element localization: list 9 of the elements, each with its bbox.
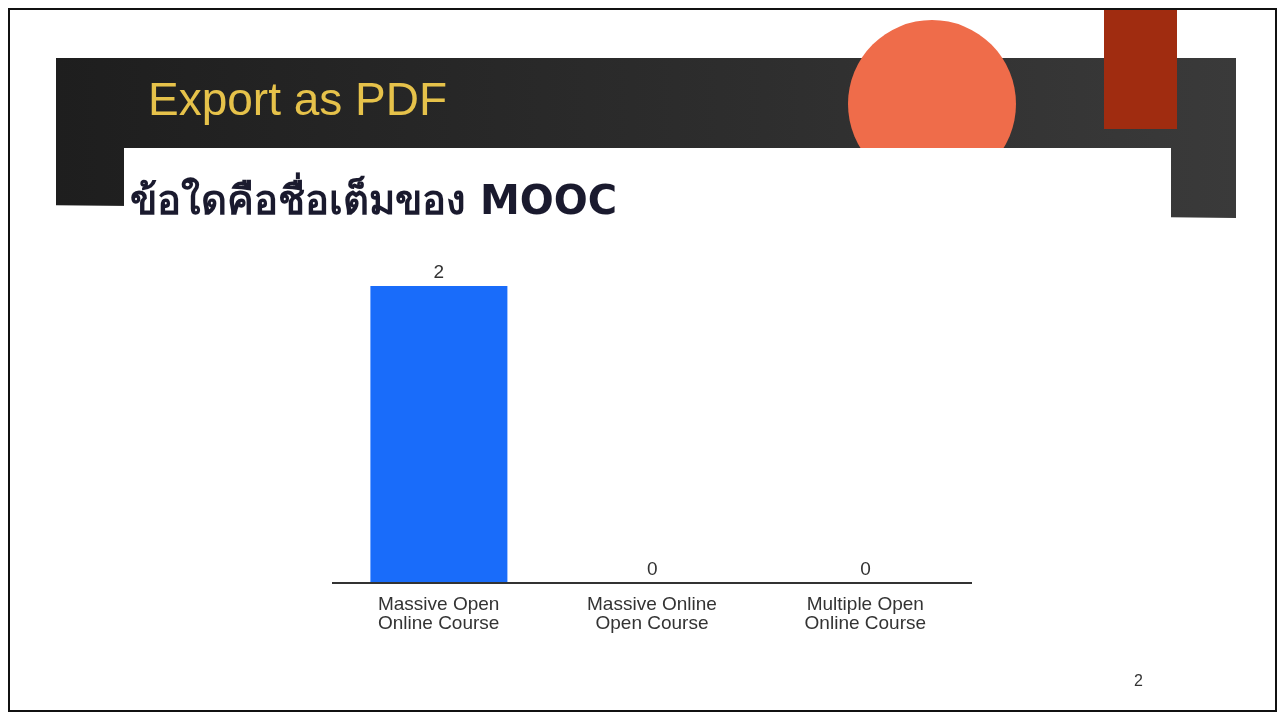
- x-tick-label: Massive Online Open Course: [587, 593, 717, 634]
- chart-title: Export as PDF: [148, 72, 448, 126]
- text: 2: [1134, 672, 1143, 690]
- x-tick-label: Multiple Open Online Course: [804, 593, 927, 634]
- data-label: 0: [646, 557, 658, 579]
- x-tick-label: Massive Open Online Course: [377, 593, 500, 634]
- data-label: 0: [860, 557, 871, 579]
- data-label: 2: [433, 261, 445, 282]
- chart-subtitle: ข้อใดคือชื่อเต็มของ MOOC: [130, 171, 618, 225]
